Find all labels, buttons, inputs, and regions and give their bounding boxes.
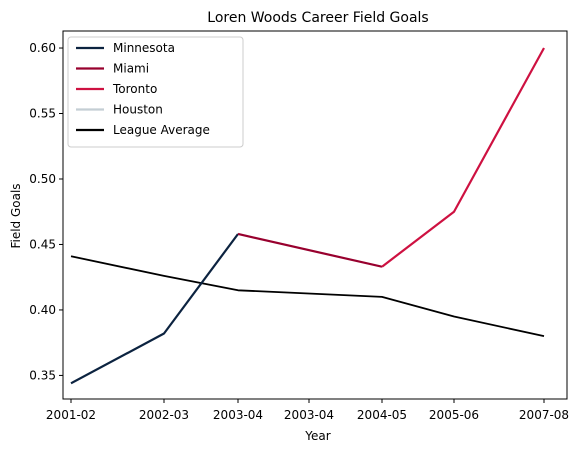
series-line-toronto: [381, 47, 545, 268]
x-tick-label: 2003-04: [213, 408, 263, 422]
series-line-miami: [237, 232, 383, 268]
x-tick-label: 2007-08: [519, 408, 569, 422]
plot-frame: [62, 30, 568, 400]
y-axis-label: Field Goals: [9, 183, 23, 248]
x-tick-label: 2005-06: [429, 408, 479, 422]
legend-label: Toronto: [112, 82, 157, 96]
series-line-minnesota: [70, 233, 239, 385]
x-axis-label: Year: [304, 429, 330, 443]
x-tick-label: 2004-05: [357, 408, 407, 422]
y-tick-label: 0.55: [29, 107, 56, 121]
plot-area: 0.35 0.40 0.45 0.50 0.55 0.60 2001-02 2002-03 20…: [29, 30, 569, 422]
legend-box: [67, 36, 244, 148]
y-tick-label: 0.35: [29, 368, 56, 382]
x-tick-label: 2003-04: [284, 408, 334, 422]
legend-label: Minnesota: [113, 41, 175, 55]
legend-label: Miami: [113, 62, 149, 76]
x-tick-label: 2001-02: [46, 408, 96, 422]
y-tick-label: 0.45: [29, 237, 56, 251]
y-tick-label: 0.50: [29, 172, 56, 186]
legend-label: Houston: [113, 103, 163, 117]
series-line-league-average: [70, 255, 545, 338]
y-tick-label: 0.60: [29, 41, 56, 55]
x-tick-label: 2002-03: [139, 408, 189, 422]
y-tick-label: 0.40: [29, 303, 56, 317]
chart-title: Loren Woods Career Field Goals: [207, 10, 428, 26]
legend-label: League Average: [113, 123, 210, 137]
